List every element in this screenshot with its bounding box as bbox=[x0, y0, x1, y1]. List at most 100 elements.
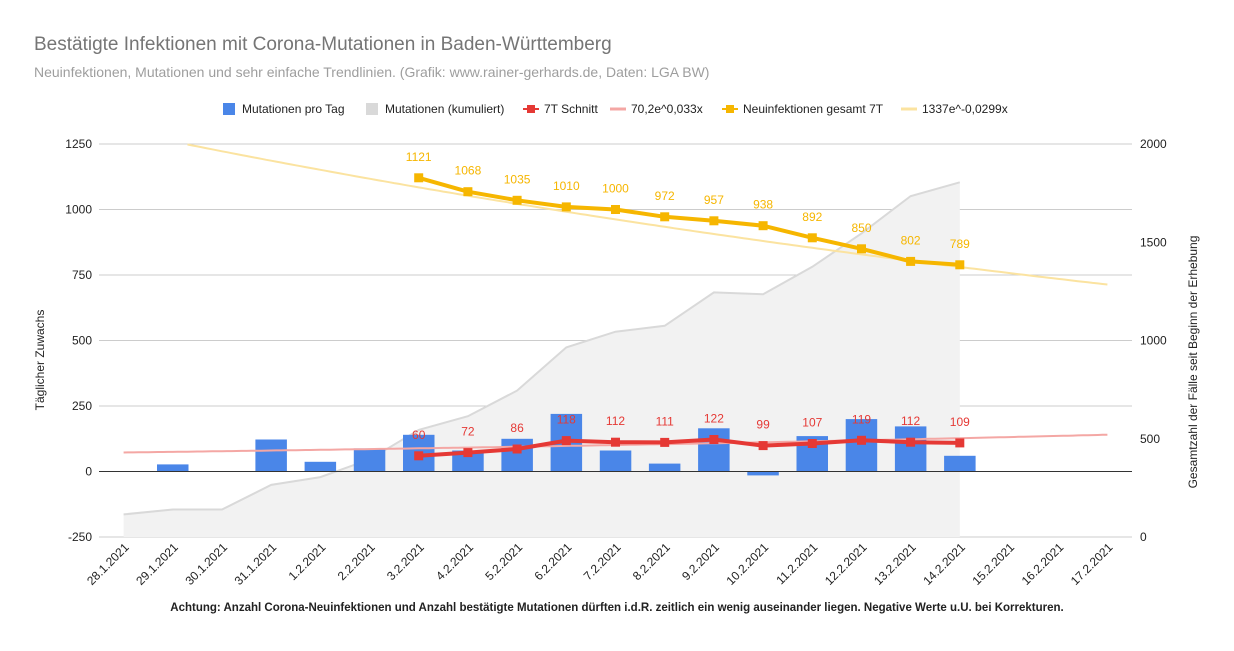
x-tick-label: 5.2.2021 bbox=[482, 540, 525, 583]
data-label: 938 bbox=[753, 198, 773, 212]
point-marker bbox=[709, 435, 719, 444]
data-label: 109 bbox=[950, 415, 970, 429]
legend: Mutationen pro Tag Mutationen (kumuliert)… bbox=[223, 102, 1008, 116]
data-label: 957 bbox=[704, 193, 724, 207]
point-marker bbox=[611, 205, 620, 214]
series-line bbox=[418, 175, 960, 267]
x-tick-label: 9.2.2021 bbox=[679, 540, 722, 583]
x-tick-label: 10.2.2021 bbox=[724, 540, 772, 588]
data-label: 119 bbox=[852, 412, 871, 426]
point-marker bbox=[906, 256, 916, 266]
legend-swatch bbox=[223, 103, 235, 115]
point-marker bbox=[561, 436, 571, 446]
x-tick-label: 12.2.2021 bbox=[822, 540, 870, 588]
chart-title: Bestätigte Infektionen mit Corona-Mutati… bbox=[34, 34, 612, 55]
legend-marker bbox=[726, 105, 734, 113]
y2-tick-label: 1000 bbox=[1140, 334, 1167, 348]
data-label: 789 bbox=[950, 237, 970, 251]
data-label: 1000 bbox=[602, 182, 629, 196]
data-label: 107 bbox=[802, 416, 822, 430]
point-marker bbox=[955, 260, 965, 270]
bar bbox=[599, 450, 632, 472]
y2-axis-title: Gesamtzahl der Fälle seit Beginn der Erh… bbox=[1186, 236, 1200, 489]
point-marker bbox=[561, 202, 571, 212]
data-label: 112 bbox=[606, 414, 625, 428]
point-marker bbox=[906, 437, 916, 447]
point-marker bbox=[512, 444, 522, 454]
legend-label: Mutationen (kumuliert) bbox=[385, 102, 504, 116]
data-label: 111 bbox=[656, 414, 675, 428]
point-marker bbox=[758, 441, 768, 451]
x-tick-label: 30.1.2021 bbox=[182, 540, 230, 588]
data-label: 850 bbox=[851, 221, 871, 235]
y-tick-label: 1250 bbox=[65, 137, 92, 151]
legend-marker bbox=[527, 105, 535, 113]
bar bbox=[648, 463, 681, 472]
bar bbox=[255, 439, 287, 472]
bar bbox=[452, 450, 484, 472]
cumulative-area-fill bbox=[123, 182, 960, 538]
x-tick-label: 15.2.2021 bbox=[969, 540, 1017, 588]
bar bbox=[157, 464, 189, 472]
point-marker bbox=[463, 187, 473, 197]
point-marker bbox=[857, 244, 866, 254]
bar bbox=[698, 428, 730, 472]
legend-label: Mutationen pro Tag bbox=[242, 102, 345, 116]
cumulative-area bbox=[123, 181, 961, 538]
x-tick-label: 31.1.2021 bbox=[232, 540, 280, 588]
x-tick-label: 2.2.2021 bbox=[335, 540, 378, 583]
point-marker bbox=[807, 233, 817, 243]
point-marker bbox=[709, 216, 719, 226]
point-marker bbox=[857, 435, 866, 445]
data-label: 122 bbox=[704, 412, 724, 426]
bar bbox=[304, 461, 337, 472]
data-label: 972 bbox=[655, 189, 675, 203]
bar bbox=[501, 438, 533, 472]
point-marker bbox=[758, 221, 768, 231]
x-tick-label: 7.2.2021 bbox=[581, 540, 624, 583]
daily-bars bbox=[157, 413, 976, 476]
series-line bbox=[418, 437, 960, 458]
legend-label: 1337e^-0,0299x bbox=[922, 102, 1008, 116]
data-label: 1010 bbox=[553, 179, 580, 193]
data-label: 892 bbox=[802, 210, 822, 224]
bar bbox=[353, 448, 386, 472]
legend-label: Neuinfektionen gesamt 7T bbox=[743, 102, 884, 116]
bar bbox=[747, 471, 779, 476]
y-tick-label: 1000 bbox=[65, 203, 92, 217]
bar bbox=[894, 426, 927, 472]
point-marker bbox=[955, 438, 965, 448]
y-tick-label: 750 bbox=[72, 268, 92, 282]
point-marker bbox=[414, 173, 424, 183]
y-tick-label: 500 bbox=[72, 334, 92, 348]
x-tick-label: 16.2.2021 bbox=[1019, 540, 1067, 588]
x-tick-label: 13.2.2021 bbox=[871, 540, 919, 588]
data-label: 118 bbox=[557, 413, 576, 427]
x-tick-label: 1.2.2021 bbox=[286, 540, 329, 583]
y2-tick-label: 2000 bbox=[1140, 137, 1167, 151]
x-tick-label: 4.2.2021 bbox=[433, 540, 476, 583]
data-label: 72 bbox=[461, 425, 475, 439]
point-marker bbox=[414, 451, 424, 461]
y2-tick-label: 0 bbox=[1140, 530, 1147, 544]
data-label: 86 bbox=[510, 421, 524, 435]
point-marker bbox=[660, 212, 670, 222]
data-labels: 60 72 86 118 112 111 122 99 107 119 112 109 1121 1068… bbox=[406, 150, 970, 442]
data-label: 60 bbox=[412, 428, 426, 442]
data-label: 99 bbox=[756, 418, 770, 432]
y-axis-right: 0 500 1000 1500 2000 bbox=[1140, 137, 1167, 544]
y2-tick-label: 1500 bbox=[1140, 235, 1167, 249]
point-marker bbox=[807, 439, 817, 448]
data-label: 112 bbox=[901, 414, 920, 428]
y2-tick-label: 500 bbox=[1140, 432, 1160, 446]
y-tick-label: 250 bbox=[72, 399, 92, 413]
point-marker bbox=[512, 195, 522, 205]
y-axis-left: -250 0 250 500 750 1000 1250 bbox=[65, 137, 92, 544]
x-tick-label: 28.1.2021 bbox=[84, 540, 132, 588]
data-label: 1121 bbox=[406, 150, 432, 164]
bar bbox=[944, 455, 976, 472]
data-label: 802 bbox=[901, 233, 921, 247]
x-tick-label: 14.2.2021 bbox=[920, 540, 968, 588]
bar bbox=[845, 419, 878, 472]
